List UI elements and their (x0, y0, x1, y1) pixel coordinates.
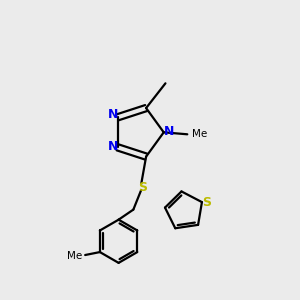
Text: S: S (138, 181, 147, 194)
Text: S: S (202, 196, 211, 208)
Text: Me: Me (192, 129, 208, 139)
Text: Me: Me (67, 251, 82, 261)
Text: N: N (107, 140, 118, 153)
Text: N: N (164, 125, 174, 138)
Text: N: N (107, 108, 118, 121)
